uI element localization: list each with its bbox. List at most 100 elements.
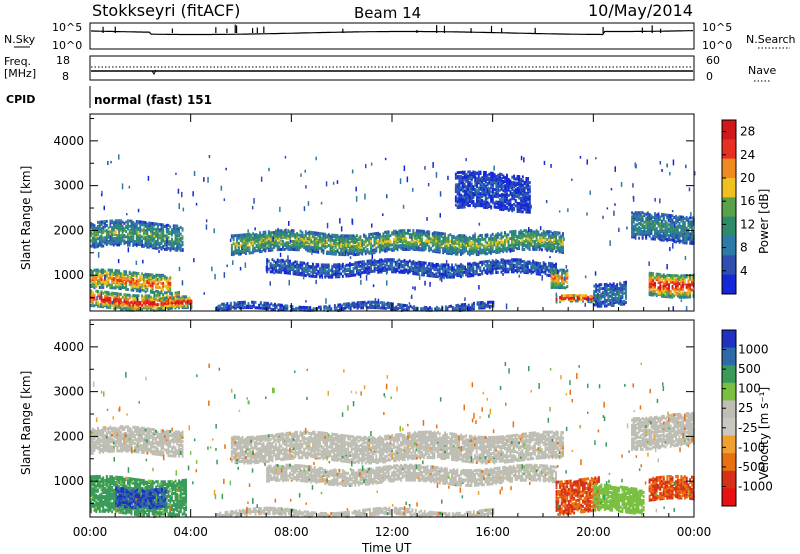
power-cell — [533, 239, 536, 243]
power-cell — [544, 231, 547, 235]
power-cell — [379, 306, 382, 310]
power-cell — [151, 224, 154, 228]
power-cell — [455, 304, 458, 308]
power-cell — [97, 268, 99, 272]
power-cell — [446, 306, 449, 310]
power-cell — [472, 191, 475, 195]
power-cell — [306, 249, 309, 253]
power-cell — [112, 299, 115, 303]
power-cell — [98, 291, 101, 295]
power-cell — [469, 177, 471, 181]
power-cell — [428, 262, 431, 266]
power-cell — [442, 236, 445, 240]
power-cell — [512, 268, 515, 272]
power-cell — [397, 303, 400, 307]
power-cell — [498, 261, 501, 265]
power-cell — [134, 279, 136, 283]
power-cell — [228, 307, 231, 311]
power-cell — [359, 237, 362, 241]
power-cell — [336, 248, 339, 252]
power-cell — [551, 241, 554, 245]
power-cell — [315, 241, 318, 244]
power-cell — [498, 237, 501, 241]
power-cell — [160, 297, 163, 301]
power-cell — [258, 303, 260, 307]
power-cell — [430, 270, 432, 274]
power-cell — [280, 270, 283, 274]
power-cell — [132, 271, 135, 275]
power-cell — [549, 230, 552, 234]
power-cell — [305, 308, 308, 312]
power-cell — [361, 248, 364, 252]
power-cell — [359, 243, 362, 247]
power-cell — [285, 243, 288, 247]
power-cell — [471, 307, 474, 311]
power-cell — [430, 237, 432, 241]
power-cell — [165, 226, 168, 230]
power-cell — [142, 295, 145, 299]
power-cell — [135, 274, 138, 278]
power-cell — [165, 276, 168, 280]
power-cell — [127, 288, 129, 291]
power-cell — [114, 236, 117, 240]
power-cell — [155, 303, 158, 307]
power-cell — [118, 219, 121, 223]
power-cell — [169, 230, 172, 234]
power-cell — [259, 301, 262, 305]
power-cell — [107, 280, 110, 284]
power-cell — [243, 233, 246, 237]
power-cell — [476, 179, 478, 183]
power-cell — [137, 237, 140, 241]
power-cell — [130, 219, 133, 223]
power-cell — [431, 271, 434, 275]
power-cell — [97, 242, 99, 246]
power-cell — [454, 239, 457, 243]
power-cell — [319, 240, 321, 244]
power-cell — [334, 233, 337, 237]
power-cell — [144, 282, 147, 286]
power-cell — [176, 237, 179, 241]
power-cell — [95, 275, 98, 279]
power-cell — [546, 246, 549, 250]
power-cell — [312, 272, 314, 276]
power-cell — [230, 243, 233, 247]
power-cell — [372, 300, 375, 304]
power-cell — [423, 269, 425, 273]
power-cell — [398, 232, 401, 236]
power-cell — [342, 306, 345, 310]
power-cell — [535, 265, 538, 269]
power-cell — [112, 286, 115, 290]
power-cell — [477, 201, 480, 205]
power-cell — [139, 224, 142, 228]
beam-label: Beam 14 — [354, 4, 421, 22]
power-cell — [98, 276, 101, 280]
power-cell — [444, 267, 446, 271]
power-cell — [523, 260, 526, 264]
power-cell — [484, 233, 487, 237]
power-cell — [507, 237, 510, 241]
power-cell — [469, 181, 471, 185]
power-cell — [238, 250, 240, 253]
power-cell — [146, 273, 149, 276]
power-cell — [310, 270, 313, 274]
power-cell — [519, 258, 522, 262]
power-cell — [156, 222, 159, 226]
power-cell — [408, 268, 411, 272]
power-cell — [114, 226, 117, 229]
power-cell — [477, 189, 480, 193]
power-cell — [461, 271, 464, 275]
power-cell — [349, 262, 351, 266]
power-cell — [95, 242, 98, 246]
power-cell — [304, 274, 307, 277]
power-cell — [421, 265, 424, 269]
power-cell — [541, 248, 543, 252]
power-cell — [363, 247, 365, 250]
power-cell — [292, 265, 295, 269]
power-cell — [102, 271, 105, 275]
power-cell — [286, 304, 289, 308]
power-cell — [500, 231, 503, 235]
power-cell — [461, 241, 464, 244]
power-cell — [280, 242, 283, 246]
power-cell — [121, 283, 124, 287]
power-cell — [435, 265, 438, 269]
